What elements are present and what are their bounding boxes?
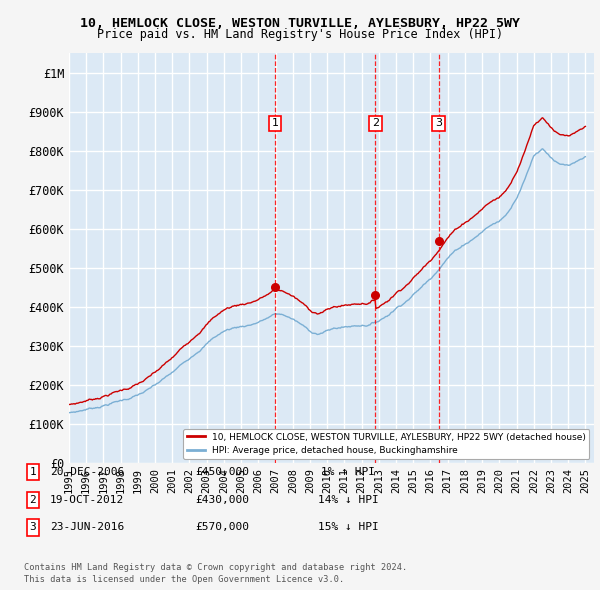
Text: 14% ↓ HPI: 14% ↓ HPI [317, 495, 379, 504]
Text: Contains HM Land Registry data © Crown copyright and database right 2024.: Contains HM Land Registry data © Crown c… [24, 563, 407, 572]
Legend: 10, HEMLOCK CLOSE, WESTON TURVILLE, AYLESBURY, HP22 5WY (detached house), HPI: A: 10, HEMLOCK CLOSE, WESTON TURVILLE, AYLE… [183, 429, 589, 458]
Text: £570,000: £570,000 [195, 523, 249, 532]
Text: 10, HEMLOCK CLOSE, WESTON TURVILLE, AYLESBURY, HP22 5WY: 10, HEMLOCK CLOSE, WESTON TURVILLE, AYLE… [80, 17, 520, 30]
Text: 1: 1 [272, 119, 278, 129]
Text: 1% ↑ HPI: 1% ↑ HPI [321, 467, 375, 477]
Text: 19-OCT-2012: 19-OCT-2012 [50, 495, 124, 504]
Text: 3: 3 [435, 119, 442, 129]
Text: This data is licensed under the Open Government Licence v3.0.: This data is licensed under the Open Gov… [24, 575, 344, 584]
Text: 2: 2 [29, 495, 37, 504]
Text: 2: 2 [372, 119, 379, 129]
Text: 3: 3 [29, 523, 37, 532]
Text: 20-DEC-2006: 20-DEC-2006 [50, 467, 124, 477]
Text: 23-JUN-2016: 23-JUN-2016 [50, 523, 124, 532]
Text: 1: 1 [29, 467, 37, 477]
Text: 15% ↓ HPI: 15% ↓ HPI [317, 523, 379, 532]
Text: Price paid vs. HM Land Registry's House Price Index (HPI): Price paid vs. HM Land Registry's House … [97, 28, 503, 41]
Text: £450,000: £450,000 [195, 467, 249, 477]
Text: £430,000: £430,000 [195, 495, 249, 504]
